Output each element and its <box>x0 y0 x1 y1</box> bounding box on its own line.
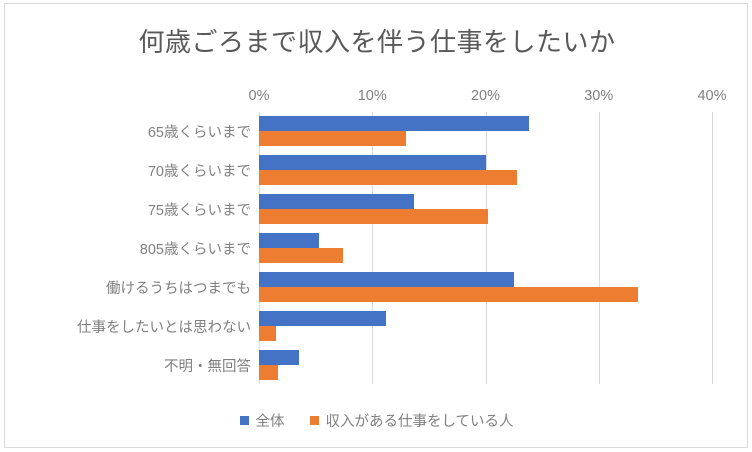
chart-legend: 全体 収入がある仕事をしている人 <box>5 410 749 431</box>
bar-working-6 <box>259 364 279 380</box>
category-label: 70歳くらいまで <box>147 164 251 181</box>
bar-working-3 <box>259 248 343 263</box>
category-label: 働けるうちはつまでも <box>106 280 251 297</box>
bar-working-4 <box>259 286 639 302</box>
category-label: 不明・無回答 <box>164 358 251 375</box>
legend-swatch-icon <box>310 416 320 425</box>
legend-label: 収入がある仕事をしている人 <box>325 414 514 430</box>
x-axis-tick-label: 30% <box>584 88 614 104</box>
gridline <box>372 112 374 384</box>
bar-working-1 <box>259 170 518 186</box>
bar-total-3 <box>259 233 320 248</box>
bar-total-6 <box>259 349 299 365</box>
legend-item-0[interactable]: 全体 <box>240 410 284 431</box>
x-axis-tick-labels: 0% 10% 20% 30% 40% <box>249 4 727 112</box>
bar-total-2 <box>259 194 415 210</box>
bar-working-2 <box>259 209 488 225</box>
legend-swatch-icon <box>240 416 250 425</box>
gridline <box>485 112 487 384</box>
bar-total-1 <box>259 155 486 171</box>
chart-container: 何歳ごろまで収入を伴う仕事をしたいか 0% 10% 20% 30% 40% 65歳くらい… <box>4 3 748 448</box>
category-label: 805歳くらいまで <box>139 242 251 258</box>
bar-working-0 <box>259 131 407 147</box>
chart-title: 何歳ごろまで収入を伴う仕事をしたいか <box>138 27 616 57</box>
gridline <box>598 112 600 384</box>
category-label: 65歳くらいまで <box>147 125 251 142</box>
x-axis-tick-label: 10% <box>357 88 387 104</box>
bar-total-4 <box>259 271 514 287</box>
x-axis-tick-label: 40% <box>697 88 727 104</box>
plot-area <box>259 112 713 384</box>
category-label: 75歳くらいまで <box>147 203 251 220</box>
category-label: 仕事をしたいとは思わない <box>77 319 251 336</box>
x-axis-tick-label: 20% <box>470 88 501 104</box>
x-axis-tick-label: 0% <box>248 88 270 104</box>
bar-working-5 <box>259 325 276 341</box>
bar-total-0 <box>259 116 529 132</box>
legend-item-1[interactable]: 収入がある仕事をしている人 <box>310 410 514 431</box>
gridline <box>712 112 713 384</box>
y-axis-category-labels: 65歳くらいまで 70歳くらいまで 75歳くらいまで 805歳くらいまで働けるうちはつ… <box>5 112 749 384</box>
bar-total-5 <box>259 310 386 326</box>
legend-label: 全体 <box>255 414 285 430</box>
